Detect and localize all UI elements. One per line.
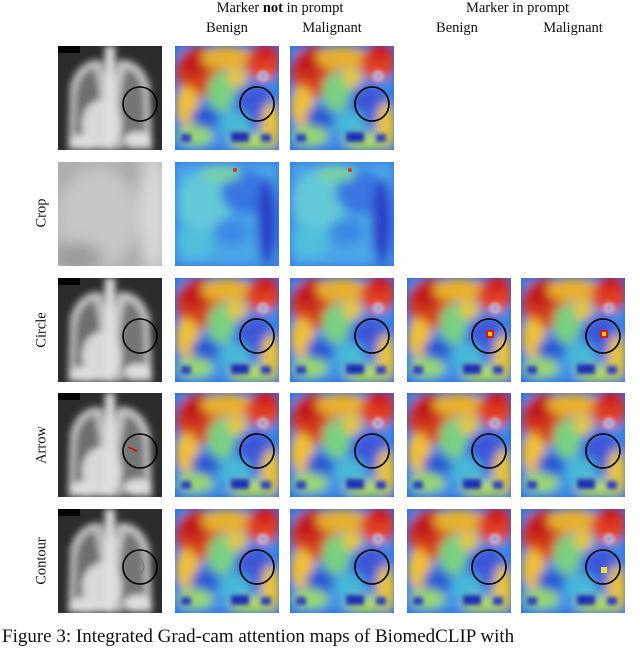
circle-marker <box>239 318 275 354</box>
circle-marker <box>354 433 390 469</box>
crop-image-r1-c0 <box>58 162 162 266</box>
heatmap-image-r2-c1 <box>175 278 279 382</box>
circle-marker <box>122 549 158 585</box>
circle-marker <box>471 318 507 354</box>
heatmap-image-r3-c2 <box>290 393 394 497</box>
row-label-contour: Contour <box>33 537 50 585</box>
col-header-benign-1: Benign <box>206 20 248 36</box>
header-marker-not-in-prompt: Marker not in prompt <box>175 0 385 17</box>
col-header-benign-2: Benign <box>436 20 478 36</box>
circle-marker <box>471 549 507 585</box>
circle-marker <box>239 549 275 585</box>
header-not-post: in prompt <box>283 0 344 16</box>
circle-marker <box>585 433 621 469</box>
circle-marker <box>239 433 275 469</box>
circle-marker <box>354 318 390 354</box>
circle-marker <box>354 86 390 122</box>
col-header-malignant-1: Malignant <box>302 20 362 36</box>
heatmap-image-r4-c3 <box>407 509 511 613</box>
row-label-circle: Circle <box>33 312 50 348</box>
xray-image-r3-c0 <box>58 393 162 497</box>
heatmap-crop-image-r1-c2 <box>290 162 394 266</box>
heatmap-image-r4-c1 <box>175 509 279 613</box>
heatmap-crop-image-r1-c1 <box>175 162 279 266</box>
heatmap-image-r0-c1 <box>175 46 279 150</box>
figure-caption: Figure 3: Integrated Grad-cam attention … <box>2 626 515 647</box>
heatmap-image-r2-c2 <box>290 278 394 382</box>
heatmap-image-r3-c4 <box>521 393 625 497</box>
heatmap-image-r2-c4 <box>521 278 625 382</box>
header-not-pre: Marker <box>216 0 263 16</box>
xray-image-r2-c0 <box>58 278 162 382</box>
xray-image-r0-c0 <box>58 46 162 150</box>
heatmap-image-r4-c4 <box>521 509 625 613</box>
heatmap-image-r3-c3 <box>407 393 511 497</box>
heatmap-image-r3-c1 <box>175 393 279 497</box>
heatmap-image-r0-c2 <box>290 46 394 150</box>
heatmap-image-r4-c2 <box>290 509 394 613</box>
heatmap-image-r2-c3 <box>407 278 511 382</box>
circle-marker <box>471 433 507 469</box>
header-not-bold: not <box>262 0 284 16</box>
circle-marker <box>585 318 621 354</box>
col-header-malignant-2: Malignant <box>543 20 603 36</box>
circle-marker <box>585 549 621 585</box>
circle-marker <box>239 86 275 122</box>
circle-marker <box>122 318 158 354</box>
row-label-crop: Crop <box>33 198 50 228</box>
row-label-arrow: Arrow <box>33 426 50 464</box>
circle-marker <box>122 433 158 469</box>
header-marker-in-prompt: Marker in prompt <box>465 0 570 16</box>
circle-marker <box>354 549 390 585</box>
xray-image-r4-c0 <box>58 509 162 613</box>
circle-marker <box>122 86 158 122</box>
